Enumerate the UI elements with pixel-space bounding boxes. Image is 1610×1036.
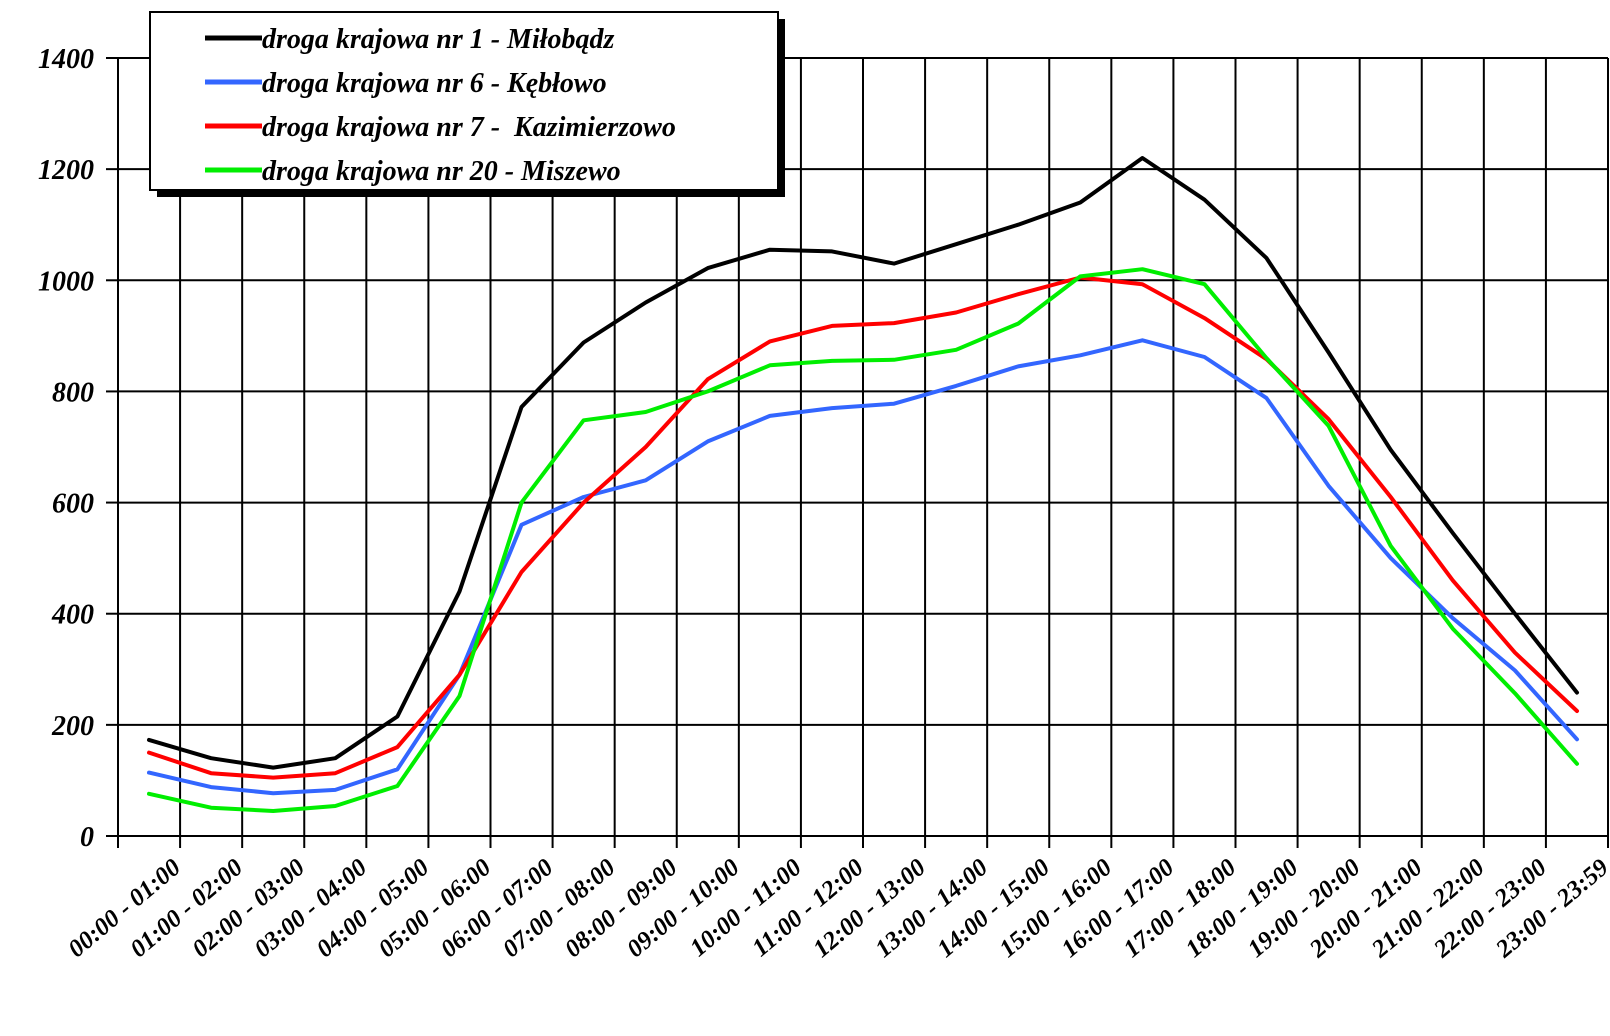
series-line-2 (147, 338, 1579, 796)
y-tick-label: 1000 (38, 266, 94, 297)
y-tick-label: 1200 (38, 155, 94, 186)
legend-box (149, 11, 779, 191)
series-line-4 (147, 267, 1579, 813)
legend-label: droga krajowa nr 6 - Kębłowo (262, 68, 607, 99)
y-tick-label: 800 (52, 377, 94, 408)
legend-label: droga krajowa nr 1 - Miłobądz (262, 24, 614, 55)
legend: droga krajowa nr 1 - Miłobądz droga krajo… (149, 11, 785, 197)
series-lines (147, 156, 1579, 813)
y-tick-label: 1400 (38, 44, 94, 75)
series-line-1 (147, 156, 1579, 770)
legend-label: droga krajowa nr 20 - Miszewo (262, 156, 621, 187)
y-tick-label: 200 (51, 711, 94, 742)
series-line-3 (147, 275, 1579, 780)
y-axis-ticks: 0 200 400 600 800 1000 1200 1400 (38, 44, 94, 853)
legend-label: droga krajowa nr 7 - Kazimierzowo (262, 112, 676, 143)
y-tick-label: 0 (80, 822, 94, 853)
y-tick-label: 400 (51, 600, 94, 631)
grid (106, 57, 1609, 848)
y-tick-label: 600 (52, 489, 94, 520)
